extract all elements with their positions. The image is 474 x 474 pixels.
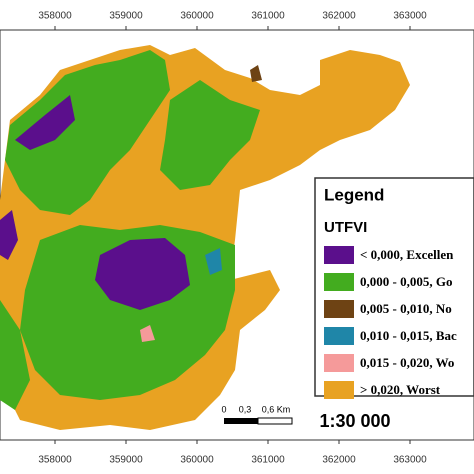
legend-label: 0,015 - 0,020, Wo — [360, 355, 454, 370]
legend-swatch — [324, 273, 354, 291]
legend-label: 0,005 - 0,010, No — [360, 301, 452, 316]
area-good — [5, 50, 170, 215]
area-excellent — [0, 210, 18, 260]
top-coordinate: 358000 — [38, 11, 72, 22]
area-excellent — [15, 95, 75, 150]
legend-swatch — [324, 300, 354, 318]
legend-label: > 0,020, Worst — [360, 382, 441, 397]
top-coordinate: 360000 — [180, 11, 214, 22]
bottom-coordinate: 359000 — [109, 455, 143, 466]
legend-swatch — [324, 381, 354, 399]
legend-title: Legend — [324, 185, 384, 204]
top-coordinate: 362000 — [322, 11, 356, 22]
scale-segment — [257, 417, 293, 425]
area-excellent — [95, 238, 190, 310]
top-coordinate: 359000 — [109, 11, 143, 22]
legend-subtitle: UTFVI — [324, 219, 367, 236]
area-worse — [140, 325, 155, 342]
scale-ratio: 1:30 000 — [319, 411, 390, 431]
bottom-coordinate: 362000 — [322, 455, 356, 466]
legend-label: 0,000 - 0,005, Go — [360, 274, 452, 289]
area-bad — [205, 248, 222, 275]
top-coordinate: 363000 — [393, 11, 427, 22]
top-coordinate: 361000 — [251, 11, 285, 22]
legend-swatch — [324, 246, 354, 264]
area-good — [160, 80, 260, 190]
bottom-coordinate: 363000 — [393, 455, 427, 466]
scale-label: 0 — [221, 404, 226, 414]
legend-label: < 0,000, Excellen — [360, 247, 454, 262]
area-normal — [250, 65, 262, 82]
scale-label: 0,6 Km — [262, 404, 291, 414]
legend-label: 0,010 - 0,015, Bac — [360, 328, 457, 343]
area-good — [0, 300, 30, 410]
scale-segment — [224, 418, 258, 424]
legend-swatch — [324, 354, 354, 372]
bottom-coordinate: 358000 — [38, 455, 72, 466]
scale-label: 0,3 — [239, 404, 252, 414]
legend-swatch — [324, 327, 354, 345]
bottom-coordinate: 361000 — [251, 455, 285, 466]
bottom-coordinate: 360000 — [180, 455, 214, 466]
